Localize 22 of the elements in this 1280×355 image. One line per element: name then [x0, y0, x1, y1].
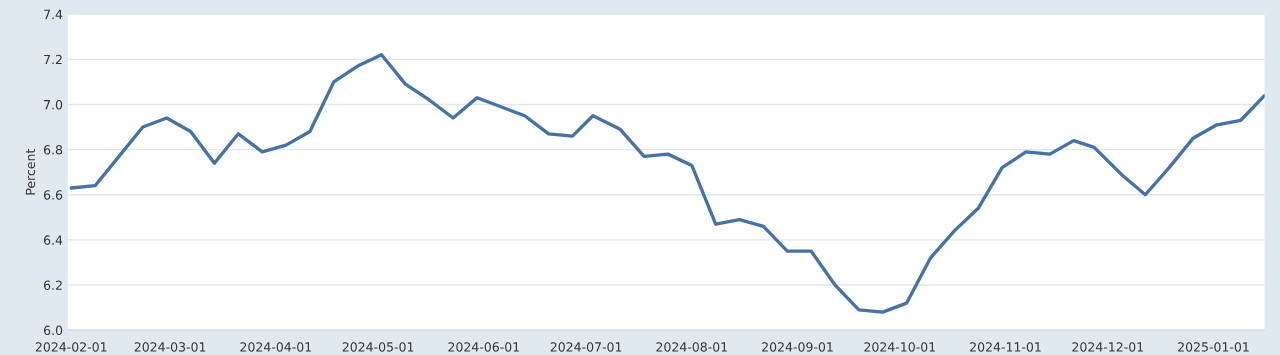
y-tick-label: 6.8	[43, 145, 63, 155]
x-tick-label: 2024-02-01	[35, 342, 107, 352]
line-series	[69, 53, 1265, 314]
y-tick-label: 7.2	[44, 54, 62, 65]
y-tick-label: 6.0	[43, 325, 63, 336]
x-tick-label: 2025-01-01	[1178, 342, 1249, 352]
y-tick-label: 7.0	[44, 99, 63, 110]
x-tick-label: 2024-06-01	[448, 342, 519, 352]
y-axis-title: Percent	[25, 148, 36, 195]
x-tick-label: 2024-12-01	[1072, 342, 1143, 352]
x-tick-label: 2024-08-01	[656, 342, 727, 352]
x-tick-label: 2024-11-01	[970, 342, 1041, 352]
x-tick-label: 2024-07-01	[550, 342, 622, 352]
x-tick-label: 2024-03-01	[134, 342, 206, 352]
x-tick-label: 2024-10-01	[864, 342, 935, 352]
x-tick-label: 2024-05-01	[342, 342, 414, 352]
y-tick-label: 6.6	[43, 190, 63, 200]
x-tick-label: 2024-04-01	[240, 342, 311, 352]
y-tick-label: 6.4	[43, 235, 63, 245]
y-tick-label: 7.4	[44, 9, 63, 19]
y-tick-label: 6.2	[43, 280, 62, 290]
x-tick-label: 2024-09-01	[762, 342, 833, 352]
